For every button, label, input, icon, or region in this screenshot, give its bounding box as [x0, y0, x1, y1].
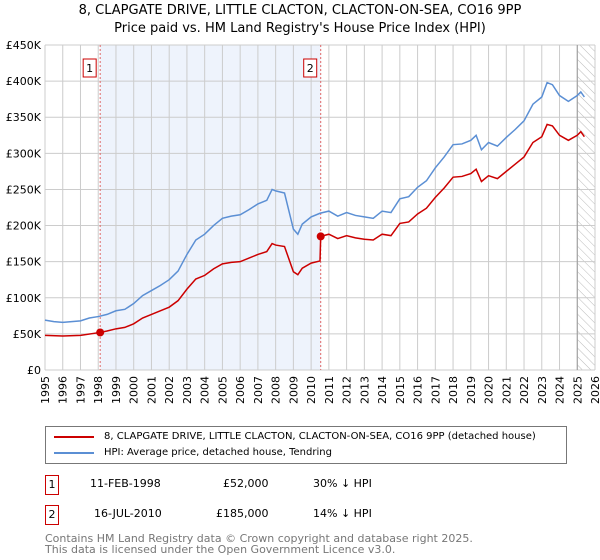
future-hatch — [577, 45, 595, 370]
marker-badge: 2 — [45, 505, 59, 525]
marker-badge: 1 — [45, 475, 59, 495]
x-tick-label: 2013 — [358, 376, 371, 404]
y-tick-label: £350K — [6, 111, 42, 124]
x-tick-label: 2000 — [128, 376, 141, 404]
legend: 8, CLAPGATE DRIVE, LITTLE CLACTON, CLACT… — [45, 426, 567, 464]
sale-marker-label: 1 — [86, 62, 93, 75]
legend-label: 8, CLAPGATE DRIVE, LITTLE CLACTON, CLACT… — [104, 431, 536, 442]
table-row: 1 11-FEB-1998 £52,000 30% ↓ HPI — [45, 475, 565, 495]
legend-label: HPI: Average price, detached house, Tend… — [104, 447, 332, 458]
x-tick-label: 2015 — [394, 376, 407, 404]
sale-price: £52,000 — [223, 477, 269, 490]
legend-swatch-blue — [54, 451, 94, 454]
chart-title: 8, CLAPGATE DRIVE, LITTLE CLACTON, CLACT… — [78, 3, 522, 18]
footer-line: Contains HM Land Registry data © Crown c… — [45, 532, 473, 545]
chart-subtitle: Price paid vs. HM Land Registry's House … — [114, 21, 486, 36]
sale-date: 16-JUL-2010 — [94, 507, 162, 520]
sale-price: £185,000 — [216, 507, 269, 520]
x-tick-label: 2016 — [412, 376, 425, 404]
x-tick-label: 1996 — [57, 376, 70, 404]
table-row: 2 16-JUL-2010 £185,000 14% ↓ HPI — [45, 505, 565, 525]
x-tick-label: 2022 — [518, 376, 531, 404]
x-tick-label: 2018 — [447, 376, 460, 404]
x-tick-label: 2009 — [287, 376, 300, 404]
x-tick-label: 2010 — [305, 376, 318, 404]
x-tick-label: 2026 — [589, 376, 600, 404]
hpi-diff: 30% ↓ HPI — [313, 477, 372, 490]
x-tick-label: 2008 — [270, 376, 283, 404]
y-tick-label: £150K — [6, 256, 42, 269]
legend-item-hpi: HPI: Average price, detached house, Tend… — [54, 447, 332, 458]
x-tick-label: 2014 — [376, 376, 389, 404]
x-tick-label: 2012 — [341, 376, 354, 404]
x-tick-label: 2001 — [145, 376, 158, 404]
x-tick-label: 2025 — [571, 376, 584, 404]
footer-line: This data is licensed under the Open Gov… — [45, 543, 396, 556]
x-tick-label: 1998 — [92, 376, 105, 404]
sale-marker-label: 2 — [307, 62, 314, 75]
y-tick-label: £300K — [6, 147, 42, 160]
hpi-diff: 14% ↓ HPI — [313, 507, 372, 520]
price-paid-line — [44, 123, 585, 337]
x-tick-label: 2003 — [181, 376, 194, 404]
x-tick-label: 1999 — [110, 376, 123, 404]
x-tick-label: 1997 — [74, 376, 87, 404]
sale-marker-box — [303, 58, 318, 78]
x-tick-label: 2024 — [554, 376, 567, 404]
sale-date: 11-FEB-1998 — [90, 477, 161, 490]
x-tick-label: 2011 — [323, 376, 336, 404]
x-tick-label: 2019 — [465, 376, 478, 404]
x-tick-label: 2007 — [252, 376, 265, 404]
x-tick-label: 2017 — [429, 376, 442, 404]
y-tick-label: £0 — [27, 364, 41, 377]
x-tick-label: 2023 — [536, 376, 549, 404]
sale-marker-box — [82, 58, 97, 78]
y-tick-label: £450K — [6, 39, 42, 52]
sale-period-shading — [100, 45, 321, 370]
y-tick-label: £200K — [6, 220, 42, 233]
sale-point — [96, 328, 105, 337]
x-tick-label: 2021 — [500, 376, 513, 404]
y-tick-label: £250K — [6, 183, 42, 196]
hpi-line — [44, 81, 585, 324]
y-tick-label: £100K — [6, 292, 42, 305]
x-tick-label: 2020 — [483, 376, 496, 404]
x-tick-label: 1995 — [39, 376, 52, 404]
y-tick-label: £400K — [6, 75, 42, 88]
price-chart: 1995 1996 1997 1998 1999 2000 2001 2002 2003 2004… — [6, 39, 600, 404]
footer: Contains HM Land Registry data © Crown c… — [45, 533, 473, 555]
x-tick-label: 2002 — [163, 376, 176, 404]
x-tick-label: 2006 — [234, 376, 247, 404]
legend-item-property: 8, CLAPGATE DRIVE, LITTLE CLACTON, CLACT… — [54, 431, 536, 442]
x-tick-label: 2005 — [216, 376, 229, 404]
y-tick-label: £50K — [13, 328, 42, 341]
sale-point — [316, 232, 325, 241]
legend-swatch-red — [54, 435, 94, 438]
x-tick-label: 2004 — [199, 376, 212, 404]
